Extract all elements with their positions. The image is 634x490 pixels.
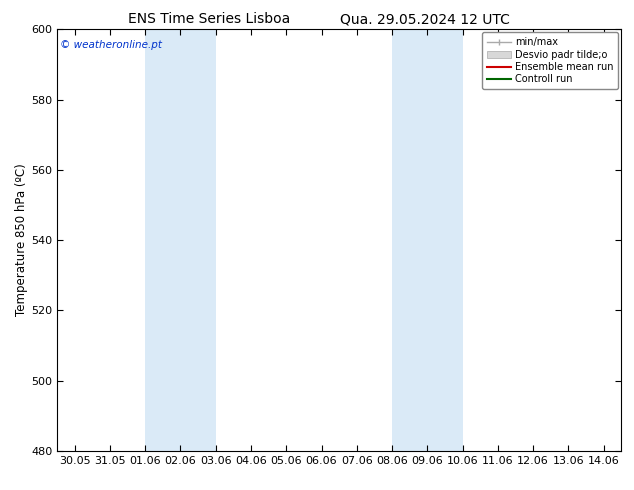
Y-axis label: Temperature 850 hPa (ºC): Temperature 850 hPa (ºC) (15, 164, 28, 317)
Bar (145, 29, 216, 451)
Legend: min/max, Desvio padr tilde;o, Ensemble mean run, Controll run: min/max, Desvio padr tilde;o, Ensemble m… (482, 32, 618, 89)
Text: Qua. 29.05.2024 12 UTC: Qua. 29.05.2024 12 UTC (340, 12, 510, 26)
Text: ENS Time Series Lisboa: ENS Time Series Lisboa (128, 12, 290, 26)
Text: © weatheronline.pt: © weatheronline.pt (60, 40, 162, 50)
Bar (392, 29, 463, 451)
